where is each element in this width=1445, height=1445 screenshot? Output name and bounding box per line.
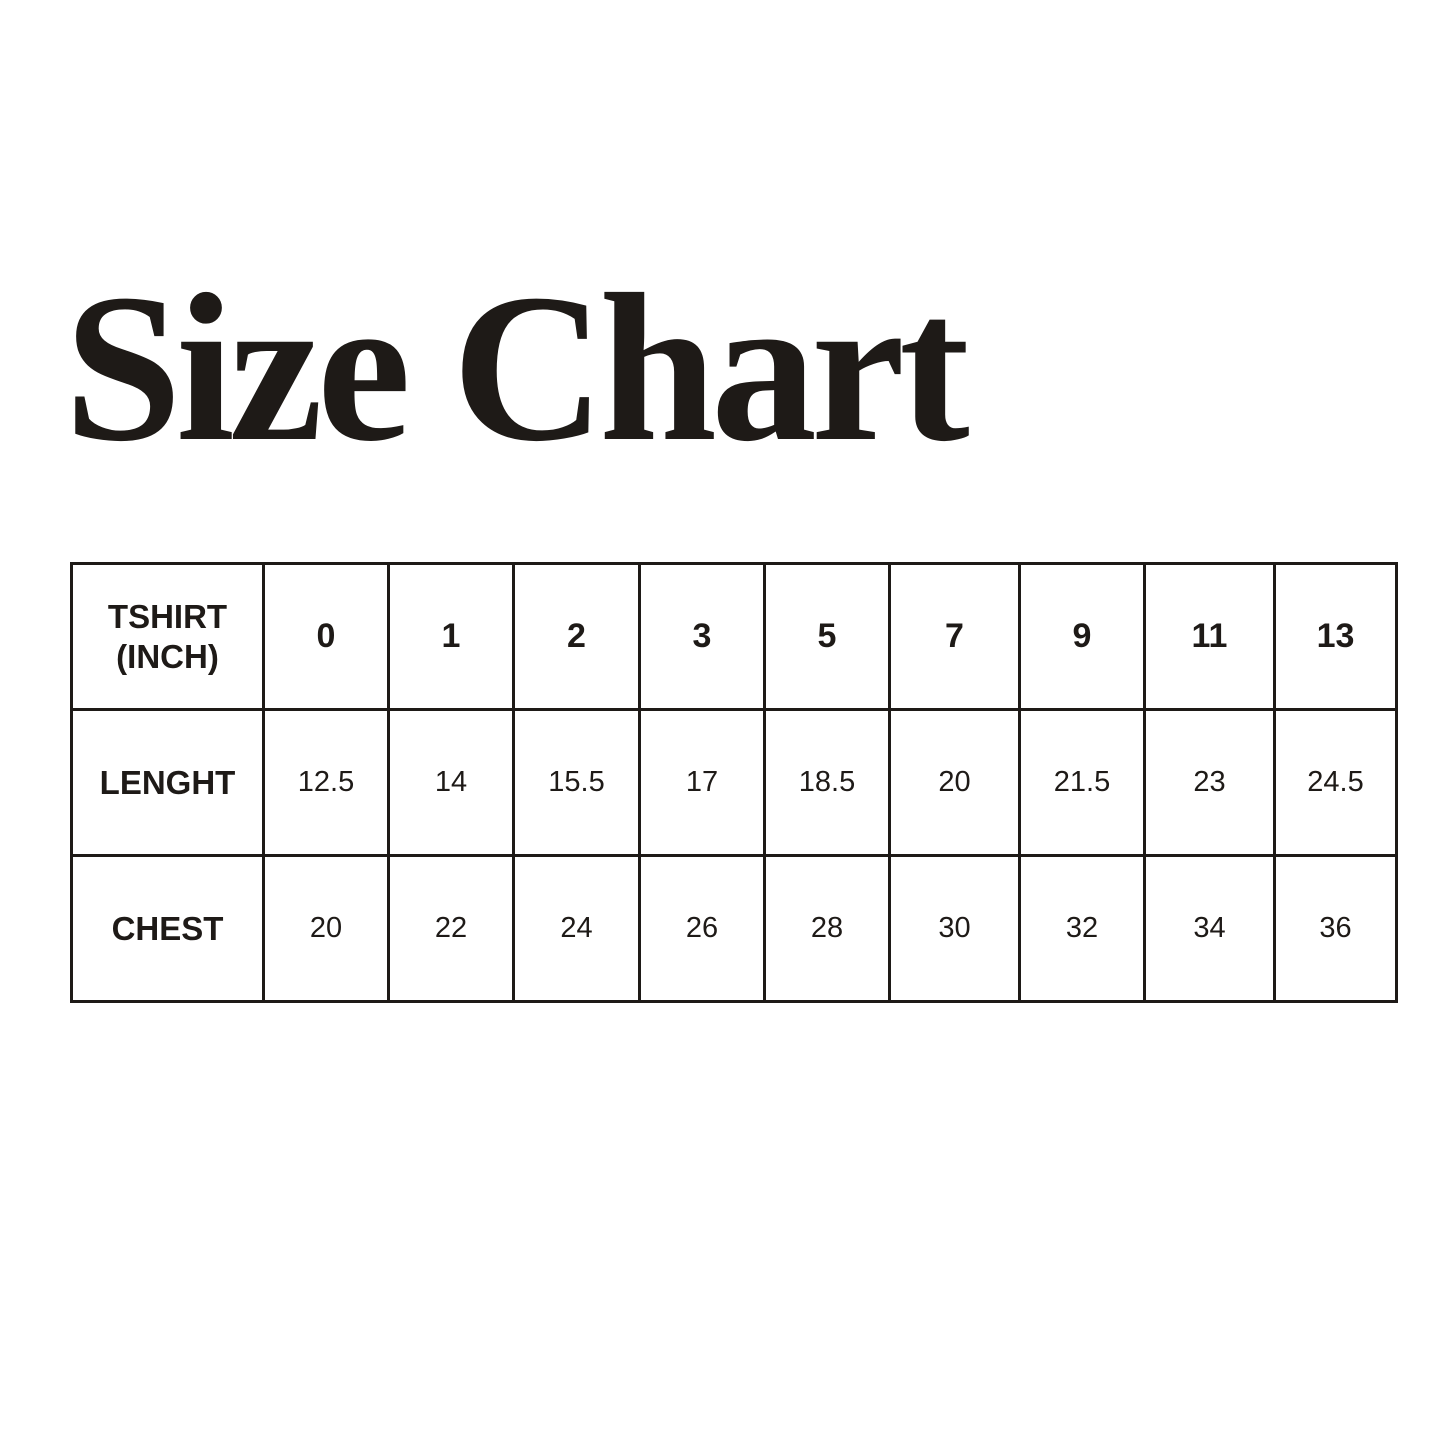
- table-cell: 32: [1018, 854, 1146, 1003]
- size-header-cell: 0: [262, 562, 390, 711]
- size-header-cell: 2: [512, 562, 641, 711]
- table-cell: 18.5: [763, 708, 891, 857]
- page-title: Size Chart: [64, 250, 970, 485]
- row-label: CHEST: [70, 854, 265, 1003]
- header-label-unit: (INCH): [116, 637, 219, 675]
- size-header-cell: 3: [638, 562, 766, 711]
- table-cell: 15.5: [512, 708, 641, 857]
- size-header-cell: 5: [763, 562, 891, 711]
- header-label-line: TSHIRT: [107, 597, 228, 635]
- size-header-cell: 7: [888, 562, 1021, 711]
- header-row: TSHIRT (INCH) 0 1 2 3 5 7 9 11 13: [70, 562, 1398, 711]
- header-label-cell: TSHIRT (INCH): [70, 562, 265, 711]
- table-cell: 24.5: [1273, 708, 1398, 857]
- table-cell: 22: [387, 854, 515, 1003]
- table-cell: 20: [888, 708, 1021, 857]
- table-cell: 30: [888, 854, 1021, 1003]
- length-row: LENGHT 12.5 14 15.5 17 18.5 20 21.5 23 2…: [70, 708, 1398, 857]
- table-cell: 21.5: [1018, 708, 1146, 857]
- table-cell: 34: [1143, 854, 1276, 1003]
- table-cell: 26: [638, 854, 766, 1003]
- chest-row: CHEST 20 22 24 26 28 30 32 34 36: [70, 854, 1398, 1003]
- size-header-cell: 11: [1143, 562, 1276, 711]
- size-header-cell: 13: [1273, 562, 1398, 711]
- table-cell: 36: [1273, 854, 1398, 1003]
- table-cell: 24: [512, 854, 641, 1003]
- size-chart-table: TSHIRT (INCH) 0 1 2 3 5 7 9 11 13 LENGHT…: [70, 562, 1398, 1003]
- size-header-cell: 1: [387, 562, 515, 711]
- table-cell: 12.5: [262, 708, 390, 857]
- table-cell: 28: [763, 854, 891, 1003]
- table-cell: 23: [1143, 708, 1276, 857]
- table-cell: 17: [638, 708, 766, 857]
- table-cell: 20: [262, 854, 390, 1003]
- size-header-cell: 9: [1018, 562, 1146, 711]
- row-label: LENGHT: [70, 708, 265, 857]
- table-cell: 14: [387, 708, 515, 857]
